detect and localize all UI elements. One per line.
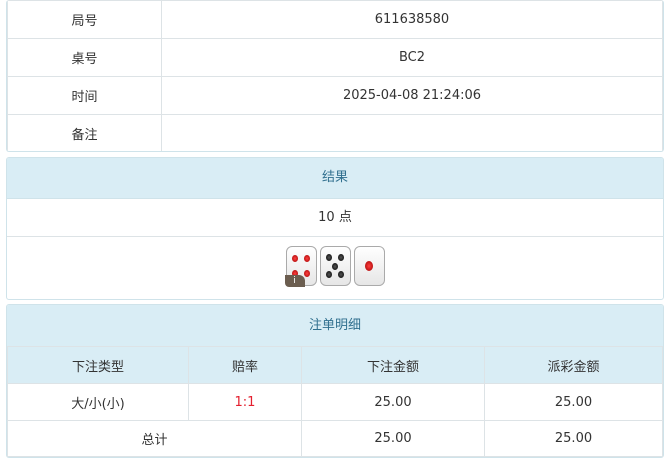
die-pip	[303, 270, 310, 278]
value-round: 611638580	[161, 0, 663, 39]
info-table: 局号 611638580 桌号 BC2 时间 2025-04-08 21:24:06 …	[6, 0, 664, 152]
total-amount: 25.00	[301, 420, 485, 457]
bet-type: 大/小(小)	[7, 383, 189, 421]
result-title: 结果	[7, 158, 663, 199]
payout: 25.00	[484, 383, 663, 421]
value-table: BC2	[161, 38, 663, 77]
total-row: 总计 25.00 25.00	[7, 420, 663, 457]
die-4-icon: i	[284, 246, 317, 287]
bet-detail-title: 注单明细	[7, 305, 663, 346]
header-bet-amount: 下注金额	[301, 346, 485, 384]
die-pip	[292, 254, 299, 262]
die-pip	[325, 270, 332, 278]
die-pip	[332, 262, 338, 270]
result-panel: 结果 10 点 i	[6, 157, 664, 300]
bet-amount: 25.00	[301, 383, 485, 421]
header-odds: 赔率	[188, 346, 302, 384]
label-round: 局号	[7, 0, 162, 39]
value-time: 2025-04-08 21:24:06	[161, 76, 663, 115]
header-payout: 派彩金额	[484, 346, 663, 384]
value-remark	[161, 114, 663, 151]
die-pip	[338, 270, 345, 278]
table-row: 大/小(小) 1:1 25.00 25.00	[7, 383, 663, 421]
total-payout: 25.00	[484, 420, 663, 457]
bet-detail-panel: 注单明细 下注类型 赔率 下注金额 派彩金额 大/小(小) 1:1 25.00 …	[6, 304, 664, 458]
total-label: 总计	[7, 420, 302, 457]
die-pip	[338, 254, 345, 262]
die-1-icon	[353, 246, 385, 286]
odds: 1:1	[188, 383, 302, 421]
header-bet-type: 下注类型	[7, 346, 189, 384]
label-time: 时间	[7, 76, 162, 115]
label-table: 桌号	[7, 38, 162, 77]
die-5-icon	[319, 246, 351, 286]
info-icon[interactable]: i	[284, 275, 305, 287]
dice-row: i	[7, 237, 663, 287]
die-pip	[303, 254, 310, 262]
label-remark: 备注	[7, 114, 162, 151]
die-pip	[292, 270, 299, 278]
die-pip	[325, 254, 332, 262]
result-points: 10 点	[7, 199, 663, 237]
die-pip	[365, 261, 373, 271]
